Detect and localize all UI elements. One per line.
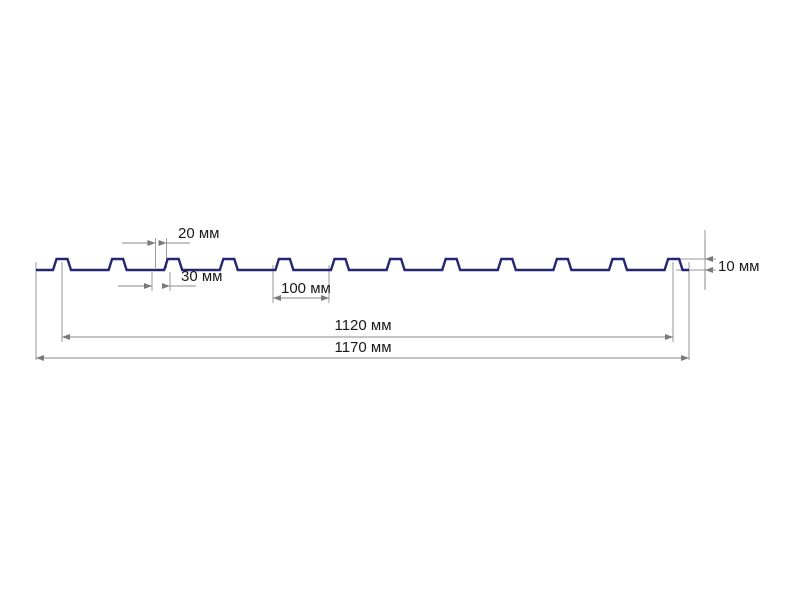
dimension-labels: 20 мм 30 мм 100 мм 10 мм 1120 мм 1170 мм [178,225,759,356]
profile-polyline [36,257,689,272]
dim-label-rib-pitch: 100 мм [281,280,331,297]
dimension-lines [36,240,713,361]
dim-label-working-width: 1120 мм [334,317,391,334]
dim-label-rib-top-width: 20 мм [178,225,219,242]
dim-label-rib-base-width: 30 мм [181,268,222,285]
dim-label-total-width: 1170 мм [334,339,391,356]
dim-label-rib-height: 10 мм [718,258,759,275]
profile-outline [36,257,689,272]
